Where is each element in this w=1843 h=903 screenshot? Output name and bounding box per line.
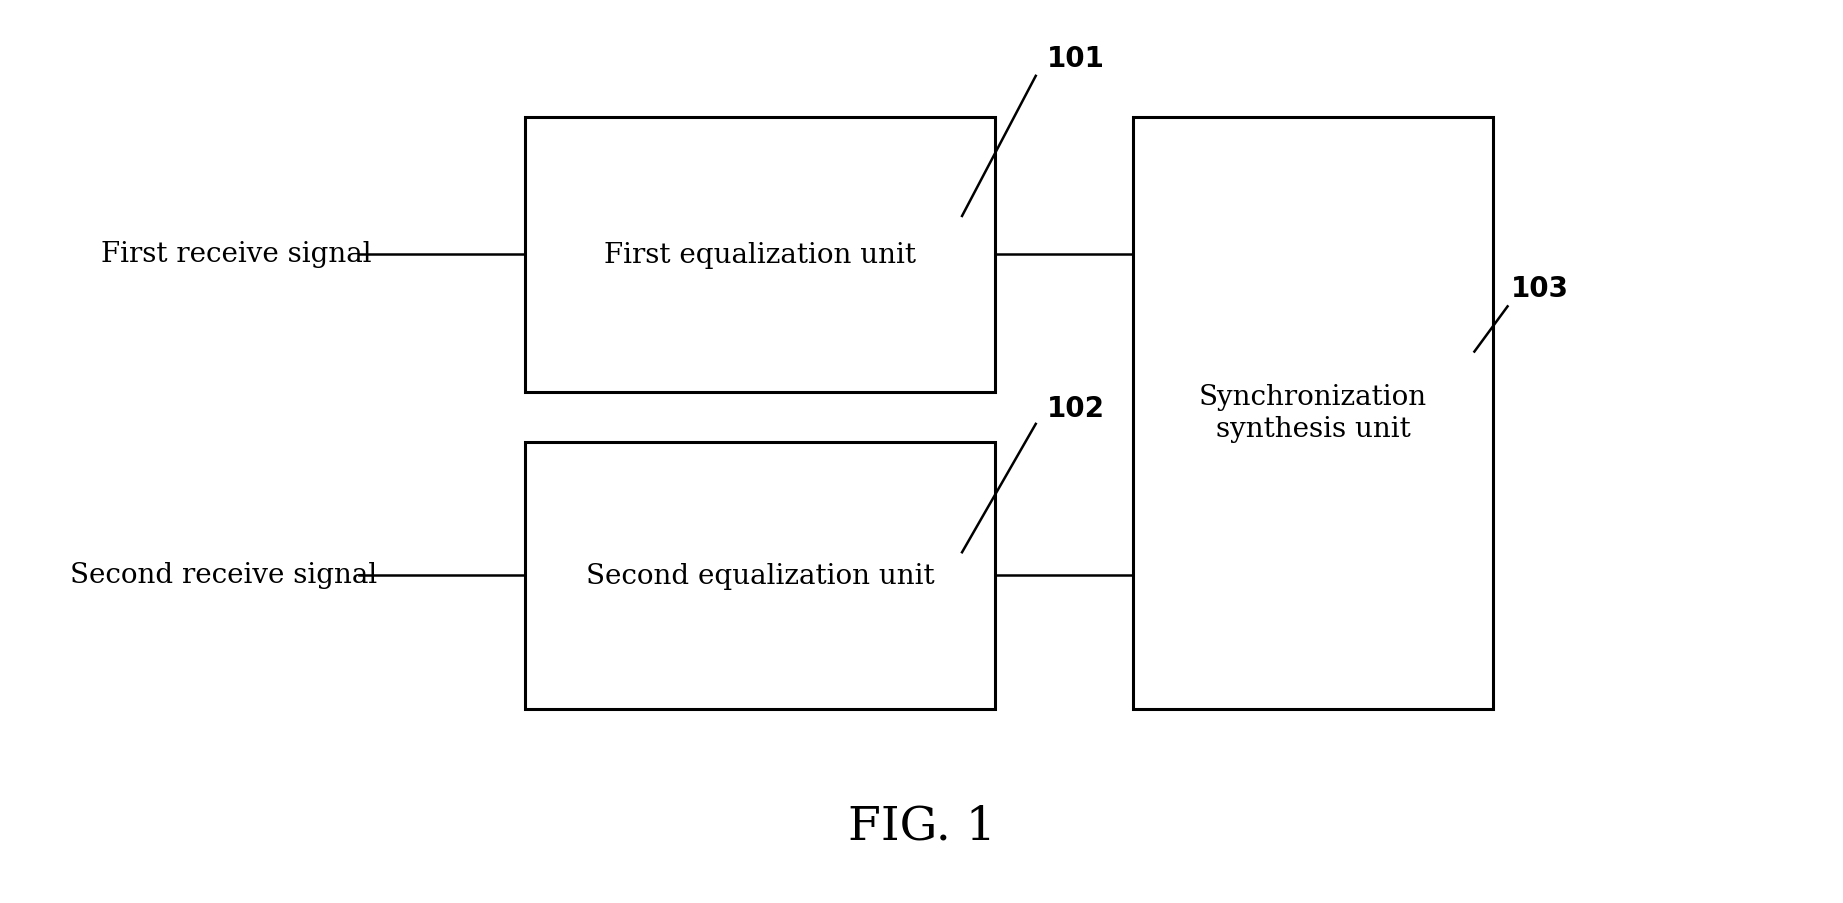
FancyBboxPatch shape	[1133, 117, 1493, 709]
Text: Second receive signal: Second receive signal	[70, 562, 378, 589]
Text: FIG. 1: FIG. 1	[848, 804, 995, 849]
FancyBboxPatch shape	[525, 117, 995, 393]
Text: First equalization unit: First equalization unit	[605, 242, 916, 268]
Text: Synchronization
synthesis unit: Synchronization synthesis unit	[1200, 384, 1426, 442]
Text: 101: 101	[1047, 45, 1104, 72]
Text: 102: 102	[1047, 395, 1104, 422]
Text: First receive signal: First receive signal	[101, 241, 372, 268]
FancyBboxPatch shape	[525, 442, 995, 709]
Text: 103: 103	[1511, 275, 1568, 303]
Text: Second equalization unit: Second equalization unit	[586, 563, 934, 589]
